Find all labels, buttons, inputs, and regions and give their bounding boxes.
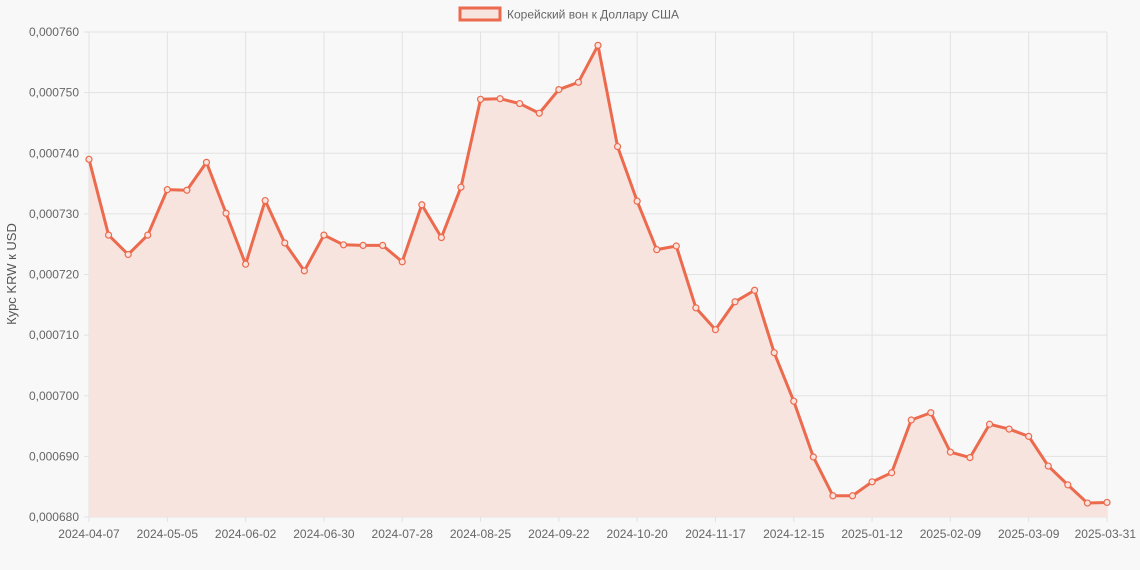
data-point[interactable]	[516, 99, 524, 108]
data-point[interactable]	[300, 267, 308, 275]
data-point[interactable]	[672, 242, 680, 250]
data-point[interactable]	[144, 231, 152, 239]
data-point[interactable]	[613, 142, 622, 151]
data-point[interactable]	[770, 349, 778, 357]
data-point[interactable]	[418, 201, 426, 209]
data-point[interactable]	[829, 492, 837, 500]
area-fill-layer	[89, 45, 1107, 518]
data-point[interactable]	[1083, 499, 1092, 507]
x-tick-label: 2024-10-20	[606, 527, 668, 541]
x-tick-label: 2024-08-25	[450, 527, 512, 541]
data-point[interactable]	[476, 95, 485, 103]
data-point[interactable]	[985, 420, 994, 428]
data-point[interactable]	[281, 239, 289, 247]
data-point[interactable]	[574, 78, 583, 86]
data-point[interactable]	[594, 41, 602, 49]
data-point[interactable]	[809, 453, 817, 461]
y-tick-label: 0,000690	[29, 449, 79, 463]
points-layer	[85, 41, 1111, 507]
x-tick-label: 2024-04-07	[58, 527, 120, 541]
data-point[interactable]	[888, 469, 896, 477]
data-point[interactable]	[927, 409, 935, 417]
data-point[interactable]	[731, 298, 739, 306]
legend-swatch[interactable]	[458, 6, 502, 22]
data-point[interactable]	[202, 158, 211, 166]
data-point[interactable]	[535, 109, 543, 117]
series-area	[89, 45, 1107, 518]
legend-label[interactable]: Корейский вон к Доллару США	[507, 8, 679, 22]
data-point[interactable]	[711, 326, 720, 334]
y-axis: 0,000680 0,000690 0,000700 0,000710 0,000720…	[29, 25, 79, 524]
data-point[interactable]	[104, 231, 113, 239]
data-point[interactable]	[437, 233, 445, 242]
data-point[interactable]	[790, 397, 798, 405]
data-point[interactable]	[496, 95, 504, 103]
x-tick-label: 2024-09-22	[528, 527, 590, 541]
data-point[interactable]	[339, 241, 348, 249]
data-point[interactable]	[124, 250, 132, 259]
data-point[interactable]	[222, 209, 230, 217]
y-tick-label: 0,000700	[29, 389, 79, 403]
data-point[interactable]	[633, 197, 641, 205]
data-point[interactable]	[163, 186, 171, 194]
x-tick-label: 2024-05-05	[137, 527, 199, 541]
data-point[interactable]	[1005, 425, 1013, 433]
data-point[interactable]	[1103, 498, 1111, 507]
data-point[interactable]	[907, 416, 915, 424]
y-tick-label: 0,000710	[29, 328, 79, 342]
x-tick-label: 2024-12-15	[763, 527, 825, 541]
data-point[interactable]	[1044, 462, 1052, 470]
x-tick-label: 2024-06-30	[293, 527, 355, 541]
y-tick-label: 0,000730	[29, 207, 79, 221]
data-point[interactable]	[261, 196, 269, 205]
y-tick-label: 0,000680	[29, 510, 79, 524]
x-axis: 2024-04-07 2024-05-05 2024-06-02 2024-06-30…	[58, 527, 1136, 541]
x-tick-label: 2025-02-09	[920, 527, 982, 541]
data-point[interactable]	[379, 241, 387, 249]
data-point[interactable]	[653, 246, 661, 254]
y-tick-label: 0,000760	[29, 25, 79, 39]
data-point[interactable]	[85, 155, 93, 163]
data-point[interactable]	[1025, 432, 1033, 440]
data-point[interactable]	[868, 478, 876, 486]
x-tick-label: 2024-07-28	[372, 527, 434, 541]
data-point[interactable]	[848, 492, 857, 500]
data-point[interactable]	[1064, 481, 1072, 489]
data-point[interactable]	[398, 258, 406, 266]
legend[interactable]: Корейский вон к Доллару США	[458, 6, 679, 22]
y-tick-label: 0,000740	[29, 146, 79, 160]
data-point[interactable]	[946, 448, 954, 456]
data-point[interactable]	[183, 186, 191, 194]
x-tick-label: 2025-03-31	[1075, 527, 1137, 541]
y-tick-label: 0,000720	[29, 268, 79, 282]
data-point[interactable]	[457, 183, 465, 191]
data-point[interactable]	[966, 453, 974, 462]
data-point[interactable]	[692, 304, 700, 312]
data-point[interactable]	[359, 241, 367, 249]
y-tick-label: 0,000750	[29, 86, 79, 100]
data-point[interactable]	[320, 231, 328, 239]
data-point[interactable]	[751, 286, 759, 294]
data-point[interactable]	[555, 85, 563, 94]
y-axis-title: Курс KRW к USD	[4, 223, 19, 325]
x-tick-label: 2024-11-17	[685, 527, 746, 541]
x-tick-label: 2025-03-09	[998, 527, 1060, 541]
x-tick-label: 2024-06-02	[215, 527, 277, 541]
data-point[interactable]	[242, 260, 250, 268]
x-tick-label: 2025-01-12	[841, 527, 903, 541]
